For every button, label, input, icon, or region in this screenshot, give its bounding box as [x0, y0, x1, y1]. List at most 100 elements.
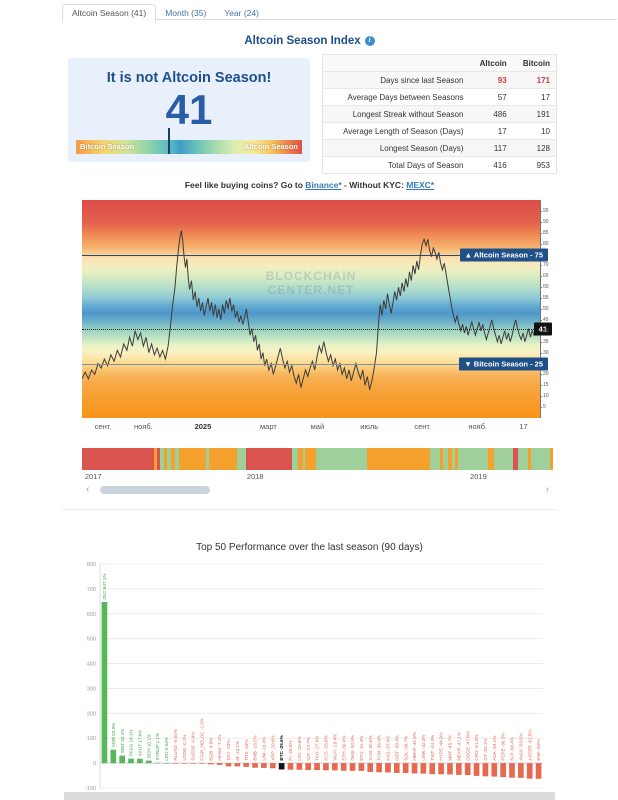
bar-HBAR [411, 763, 418, 774]
scroll-right-icon[interactable]: › [545, 484, 549, 495]
season-marker [167, 128, 170, 154]
bar-label-OKB: OKB -30.9% [350, 735, 355, 761]
bar-TWT [429, 763, 436, 775]
bar-label-ADA: ADA -54.1% [492, 736, 497, 761]
x-tick-1: нояб. [133, 422, 153, 431]
altcoin-index-chart[interactable]: BLOCKCHAIN CENTER.NET ▲ Altcoin Season - … [82, 200, 552, 418]
timeline-segment-9 [205, 448, 209, 470]
bar-label-SOL: SOL -39.7% [403, 736, 408, 761]
bar-label-NEAR: NEAR -47.1% [456, 732, 461, 761]
timeline-segment-12 [246, 448, 292, 470]
table-row: Average Days between Seasons 57 17 [322, 88, 557, 106]
x-tick-6: сент. [414, 422, 432, 431]
table-row: Days since last Season 93 171 [322, 71, 557, 89]
bar-ETC [358, 763, 365, 771]
x-tick-7: нояб. [468, 422, 488, 431]
bar-OKB [349, 763, 356, 771]
table-row: Average Length of Season (Days) 17 10 [322, 122, 557, 140]
scroll-left-icon[interactable]: ‹ [86, 484, 90, 495]
right-tick-90: 90 [540, 218, 549, 225]
threshold-line-25 [82, 363, 540, 365]
bar-ZEC [101, 602, 108, 764]
bar-USDE [181, 763, 188, 764]
bar-XMR [110, 749, 117, 764]
bar-DOGE [464, 763, 471, 776]
bar-GT [482, 763, 489, 777]
bar-label-UNI: UNI -19.4% [262, 737, 267, 761]
threshold-line-75 [82, 254, 540, 256]
timeline-segment-3 [159, 448, 165, 470]
tab-bar: Altcoin Season (41) Month (35) Year (24) [62, 2, 617, 23]
stats-table: Altcoin Bitcoin Days since last Season 93 17… [322, 54, 557, 174]
season-timeline-strip[interactable] [82, 448, 554, 470]
bar-label-XAUT: XAUT 17.6% [137, 730, 142, 756]
stats-card: Altcoin Bitcoin Days since last Season 93 17… [322, 54, 557, 174]
stats-cell-altcoin: 93 [469, 71, 513, 89]
svg-text:700: 700 [87, 587, 96, 593]
bar-KCS [323, 763, 329, 771]
timeline-segment-18 [367, 448, 430, 470]
right-tick-15: 15 [540, 382, 549, 389]
bar-label-TWT: TWT -44.3% [430, 735, 435, 761]
timeline-segment-0 [82, 448, 155, 470]
bar-WBT [119, 755, 125, 764]
stats-cell-bitcoin: 128 [512, 139, 557, 157]
season-gradient-bar [76, 140, 302, 154]
bar-XLM [367, 763, 374, 772]
tab-1[interactable]: Month (35) [165, 8, 207, 18]
bar-label-RLUSD: RLUSD -0.04% [173, 729, 178, 760]
bar-XRP [269, 763, 276, 769]
right-tick-45: 45 [540, 316, 549, 323]
bar-label-BCH: BCH 10.1% [146, 734, 151, 758]
stats-cell-altcoin: 486 [469, 105, 513, 123]
info-icon[interactable]: i [364, 35, 375, 46]
status-value: 41 [165, 86, 213, 133]
stats-cell-altcoin: 117 [469, 139, 513, 157]
top50-bar-chart[interactable]: 800 700 600 500 400 300 200 100 0 -100 ZEC 647.1% X… [64, 560, 546, 792]
bar-SUSDE [190, 763, 196, 764]
bar-XAUT [137, 758, 143, 764]
svg-text:800: 800 [87, 562, 96, 568]
mexc-link[interactable]: MEXC* [406, 180, 435, 190]
timeline-year-2017: 2017 [84, 472, 102, 481]
season-gauge: Bitcoin Season Altcoin Season [76, 128, 302, 154]
timeline-scrollbar: ‹ › [82, 484, 553, 496]
bar-label-SUSDE: SUSDE -0.4% [191, 732, 196, 761]
timeline-segment-27 [494, 448, 514, 470]
bar-label-ASTER: ASTER -62.5% [527, 729, 532, 760]
bar-ICP [305, 763, 312, 771]
right-tick-85: 85 [540, 229, 549, 236]
stats-cell-bitcoin: 10 [512, 122, 557, 140]
timeline-segment-1 [154, 448, 157, 470]
bar-HYPE [438, 763, 444, 775]
bar-label-KCS: KCS -28.8% [324, 735, 329, 760]
bitcoin-season-label: Bitcoin Season [80, 142, 135, 151]
bar-label-BGB: BGB -4.9% [208, 738, 213, 761]
tab-2[interactable]: Year (24) [224, 8, 259, 18]
bar-BGB [207, 763, 214, 765]
timeline-segment-6 [171, 448, 175, 470]
bar-label-ZEC: ZEC 647.1% [102, 574, 107, 600]
bar-PEPE [500, 763, 506, 778]
bar-TRX [243, 763, 250, 767]
promo-line: Feel like buying coins? Go to Binance* -… [62, 180, 557, 190]
bar-MNT [447, 763, 453, 775]
right-tick-10: 10 [540, 393, 549, 400]
scrollbar-thumb[interactable] [100, 486, 210, 494]
svg-text:500: 500 [87, 637, 96, 643]
bar-label-HASH: HASH -7.1% [217, 735, 222, 761]
status-card: It is not Altcoin Season! 41 Bitcoin Sea… [68, 58, 310, 162]
bar-label-HYPE: HYPE -44.9% [439, 732, 444, 760]
bar-label-CRO: CRO -51.4% [474, 735, 479, 761]
table-row: Longest Streak without Season 486 191 [322, 105, 557, 123]
right-tick-30: 30 [540, 349, 549, 356]
svg-text:400: 400 [87, 662, 96, 668]
timeline-segment-21 [442, 448, 448, 470]
bar-label-BTC: BTC -25.6% [279, 735, 284, 760]
svg-text:-100: -100 [85, 786, 96, 792]
binance-link[interactable]: Binance* [305, 180, 342, 190]
chart-badge-25: ▼ Bitcoin Season - 25 [459, 357, 548, 370]
bar-label-SKY: SKY -13% [226, 740, 231, 761]
svg-text:600: 600 [87, 612, 96, 618]
tab-0[interactable]: Altcoin Season (41) [62, 4, 157, 23]
